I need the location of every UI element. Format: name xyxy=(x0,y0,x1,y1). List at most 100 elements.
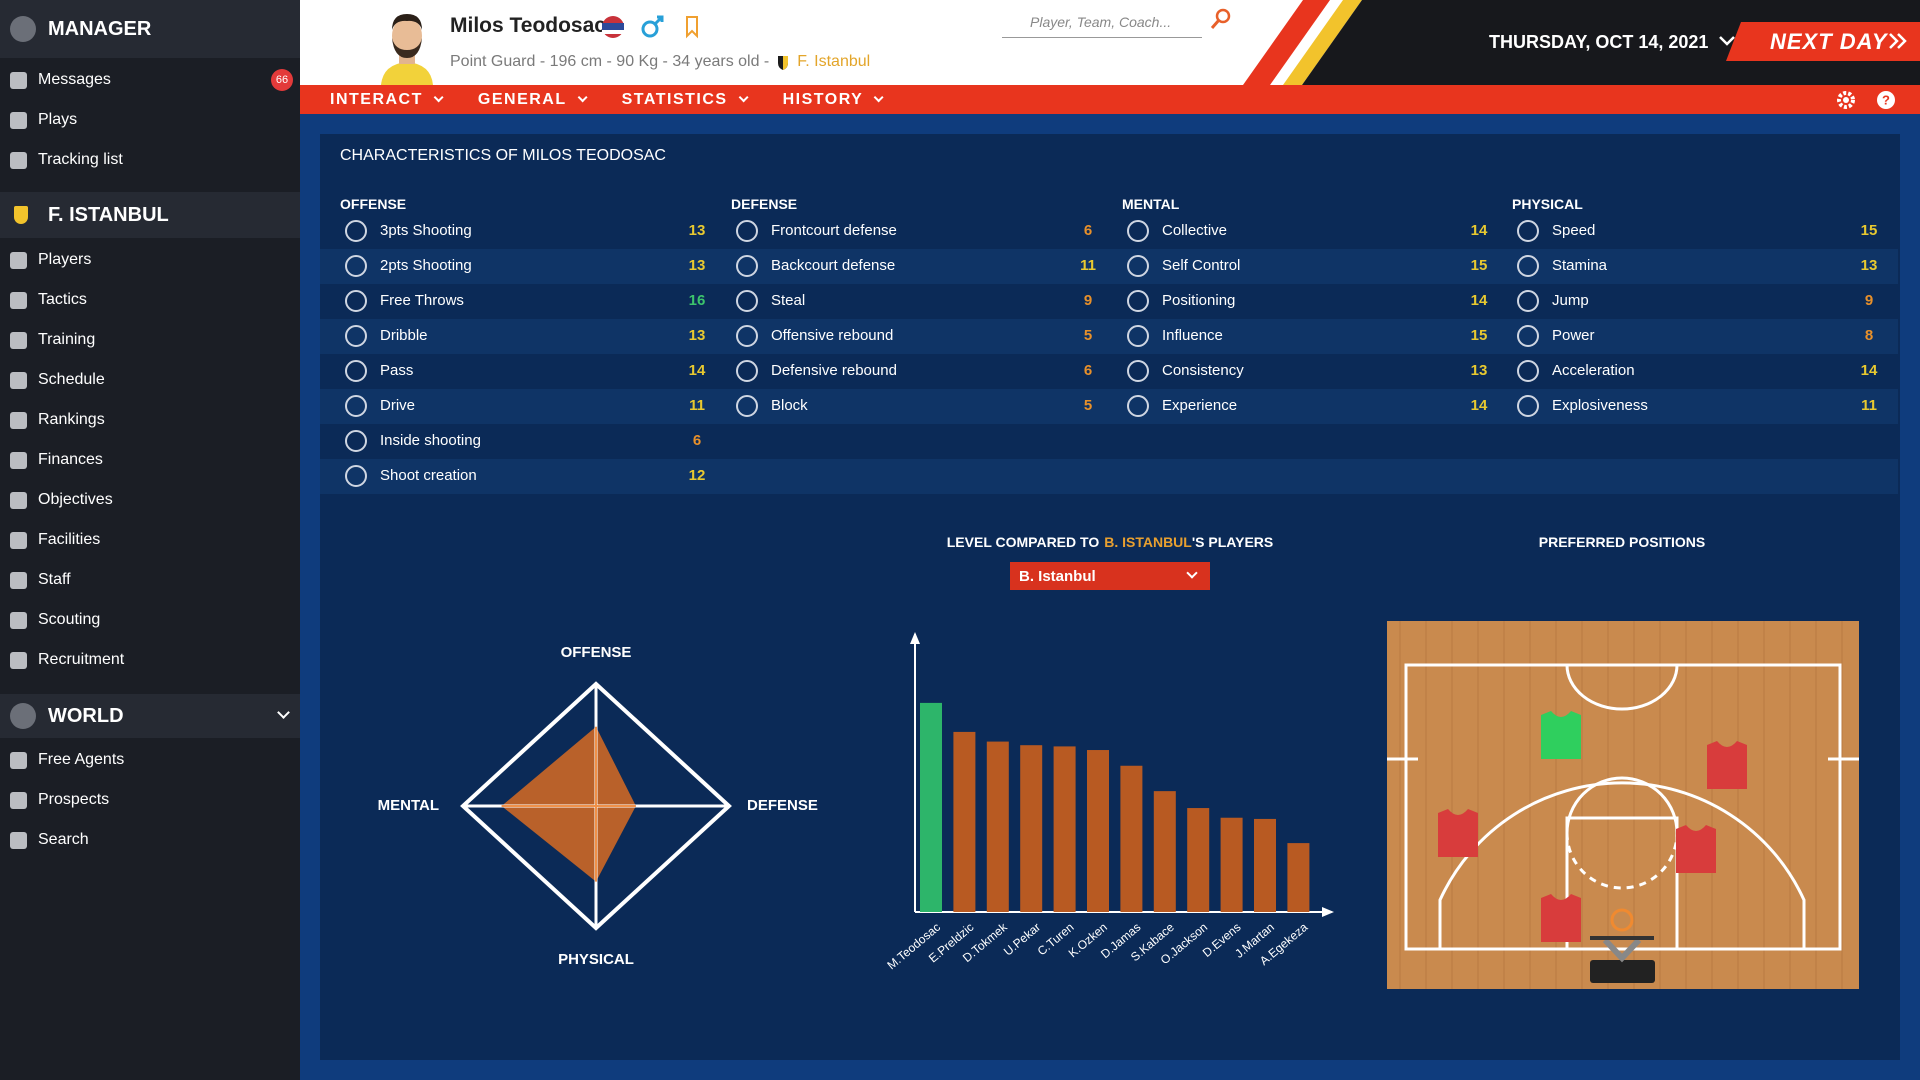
attribute-value: 13 xyxy=(1860,257,1878,274)
section-label: F. ISTANBUL xyxy=(48,203,169,226)
attribute-value: 13 xyxy=(688,257,706,274)
attribute-value: 16 xyxy=(688,292,706,309)
top-bar: Milos Teodosac Point Guard - 196 cm - 90… xyxy=(300,0,1920,85)
item-icon xyxy=(10,791,27,809)
attribute-name: Inside shooting xyxy=(380,432,481,449)
search-input[interactable]: Player, Team, Coach... xyxy=(1002,6,1202,38)
item-label: Prospects xyxy=(38,791,110,808)
axis-arrow xyxy=(910,632,920,644)
attribute-name: Experience xyxy=(1162,397,1238,414)
sidebar-section: F. ISTANBUL xyxy=(0,192,300,238)
attribute-value: 13 xyxy=(1470,362,1488,379)
message-badge: 66 xyxy=(271,69,293,91)
nav-menu[interactable]: GENERAL xyxy=(478,91,588,109)
player-team[interactable]: F. Istanbul xyxy=(797,53,871,70)
sidebar-item[interactable]: Recruitment xyxy=(0,640,300,680)
attribute-name: Collective xyxy=(1162,222,1228,239)
attribute-value: 13 xyxy=(688,222,706,239)
item-icon xyxy=(10,411,27,429)
sidebar-item[interactable]: Schedule xyxy=(0,360,300,400)
nav-menu[interactable]: INTERACT xyxy=(330,91,444,109)
attribute-value: 14 xyxy=(1470,222,1488,239)
player-details-row: Point Guard - 196 cm - 90 Kg - 34 years … xyxy=(450,53,870,71)
nav-label: STATISTICS xyxy=(621,90,728,108)
svg-text:?: ? xyxy=(1882,92,1890,107)
positions-title: PREFERRED POSITIONS xyxy=(1538,534,1706,550)
item-label: Facilities xyxy=(38,531,101,548)
player-details: Point Guard - 196 cm - 90 Kg - 34 years … xyxy=(450,53,770,70)
attribute-name: Self Control xyxy=(1162,257,1241,274)
attribute-icon xyxy=(345,220,367,242)
comparison-title: LEVEL COMPARED TO B. ISTANBUL'S PLAYERS xyxy=(910,534,1310,550)
attribute-value: 11 xyxy=(1080,257,1096,274)
nav-tools[interactable]: ? xyxy=(1830,88,1910,112)
sidebar-item[interactable]: Staff xyxy=(0,560,300,600)
sidebar-item[interactable]: Training xyxy=(0,320,300,360)
attribute-name: Stamina xyxy=(1552,257,1608,274)
nav-menu[interactable]: STATISTICS xyxy=(621,90,749,109)
radar-label: OFFENSE xyxy=(561,644,632,661)
bar xyxy=(920,702,942,912)
attribute-icon xyxy=(1127,360,1149,382)
title-part: LEVEL COMPARED TO xyxy=(946,534,1100,550)
attribute-value: 14 xyxy=(1470,292,1488,309)
sidebar-section: MANAGER xyxy=(0,0,300,58)
row-stripe xyxy=(320,389,1898,424)
sidebar-item[interactable]: Facilities xyxy=(0,520,300,560)
sidebar-item[interactable]: Messages 66 xyxy=(0,60,300,100)
sidebar-item[interactable]: Prospects xyxy=(0,780,300,820)
sidebar-item[interactable]: Plays xyxy=(0,100,300,140)
attribute-icon xyxy=(1127,220,1149,242)
item-label: Scouting xyxy=(38,611,101,628)
item-label: Objectives xyxy=(38,491,113,508)
team-selector[interactable]: B. Istanbul xyxy=(1010,562,1210,590)
attribute-value: 6 xyxy=(692,432,702,449)
attribute-value: 5 xyxy=(1083,327,1093,344)
section-icon xyxy=(10,16,36,42)
item-label: Tactics xyxy=(38,291,87,308)
item-icon xyxy=(10,331,27,349)
current-date[interactable]: THURSDAY, OCT 14, 2021 xyxy=(1489,32,1709,52)
attribute-name: Defensive rebound xyxy=(771,362,897,379)
radar-label: PHYSICAL xyxy=(558,951,634,968)
section-icon xyxy=(14,206,28,224)
attribute-icon xyxy=(1127,255,1149,277)
sidebar-item[interactable]: Search xyxy=(0,820,300,860)
nav-menu[interactable]: HISTORY xyxy=(783,91,884,109)
item-icon xyxy=(10,751,27,769)
sidebar-item[interactable]: Rankings xyxy=(0,400,300,440)
sidebar-item[interactable]: Free Agents xyxy=(0,740,300,780)
attribute-name: Positioning xyxy=(1162,292,1236,309)
item-icon xyxy=(10,531,27,549)
item-label: Players xyxy=(38,251,92,268)
sidebar-item[interactable]: Objectives xyxy=(0,480,300,520)
sidebar-item[interactable]: Scouting xyxy=(0,600,300,640)
attribute-icon xyxy=(1127,290,1149,312)
attribute-icon xyxy=(736,290,758,312)
next-day-button[interactable]: NEXT DAY xyxy=(1770,29,1888,54)
sidebar-item[interactable]: Players xyxy=(0,240,300,280)
attribute-icon xyxy=(345,255,367,277)
item-icon xyxy=(10,71,27,89)
attribute-icon xyxy=(736,255,758,277)
item-icon xyxy=(10,291,27,309)
attribute-icon xyxy=(345,360,367,382)
sidebar-item[interactable]: Tracking list xyxy=(0,140,300,180)
row-stripe xyxy=(320,249,1898,284)
sidebar-item[interactable]: Tactics xyxy=(0,280,300,320)
team-shield xyxy=(778,55,789,70)
sidebar-item[interactable]: Finances xyxy=(0,440,300,480)
item-label: Schedule xyxy=(38,371,105,388)
attribute-icon xyxy=(1127,325,1149,347)
attribute-icon xyxy=(736,360,758,382)
attribute-icon xyxy=(1517,220,1539,242)
attribute-name: Offensive rebound xyxy=(771,327,894,344)
group-header: PHYSICAL xyxy=(1512,196,1583,212)
sidebar-section: WORLD xyxy=(0,694,300,738)
player-name: Milos Teodosac xyxy=(450,14,606,37)
attribute-icon xyxy=(736,325,758,347)
search-icon[interactable] xyxy=(1210,8,1232,30)
attribute-icon xyxy=(1127,395,1149,417)
attribute-name: Shoot creation xyxy=(380,467,477,484)
